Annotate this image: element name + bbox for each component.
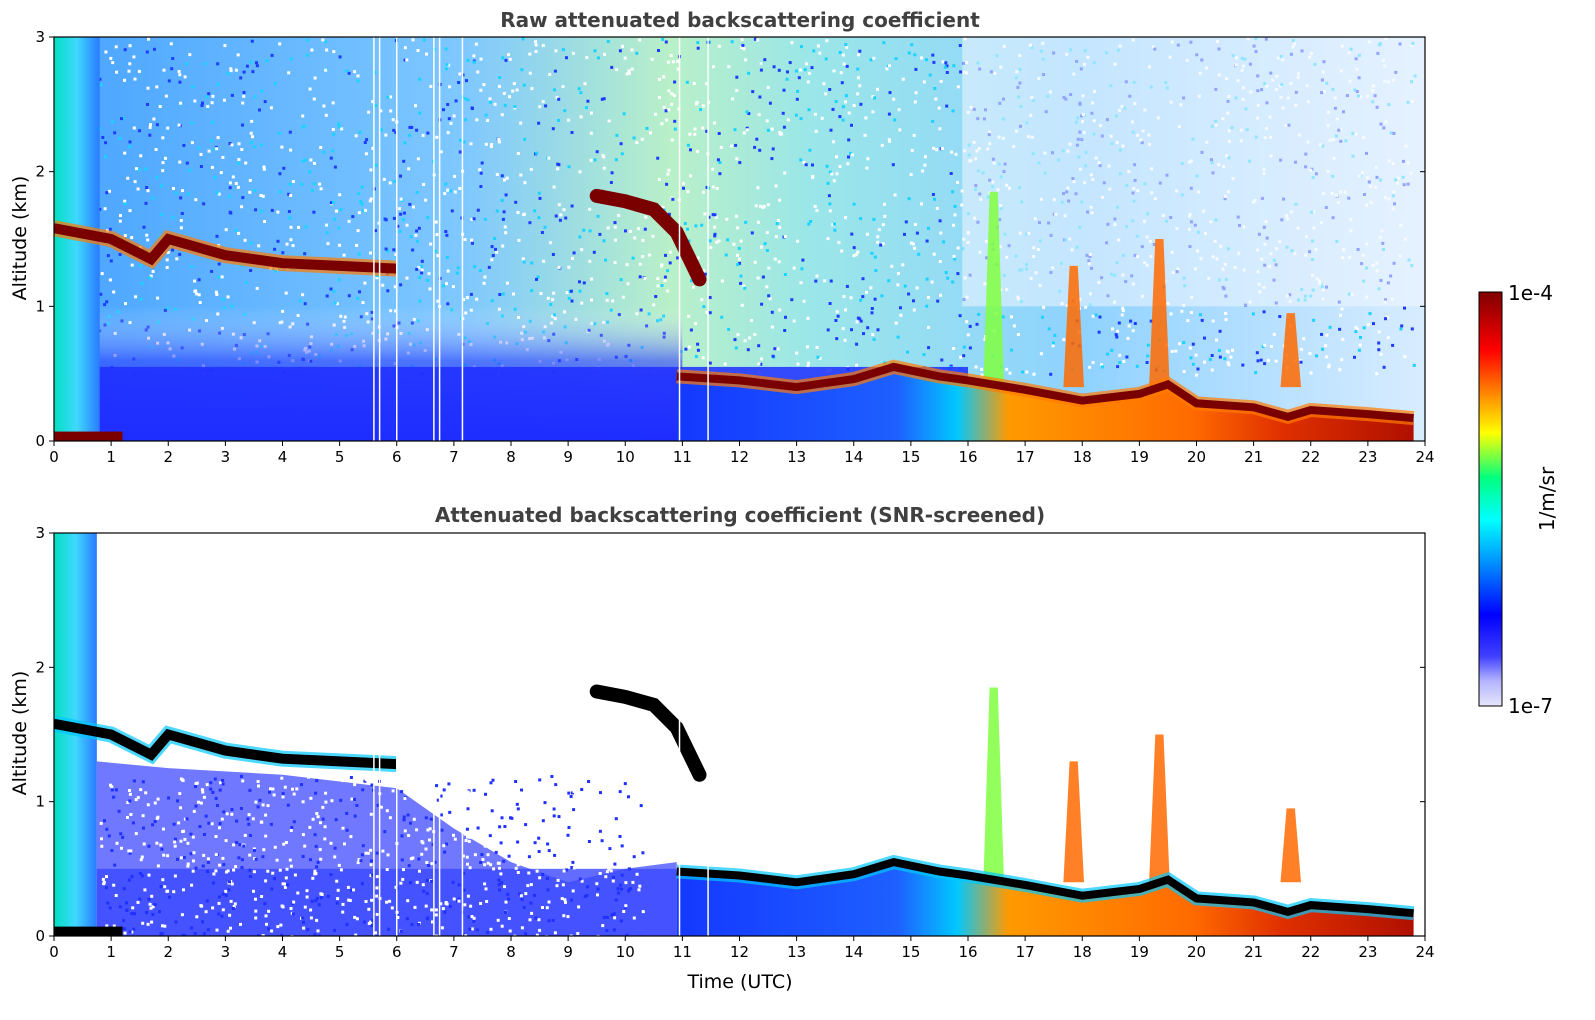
y-tick-label: 0	[35, 927, 45, 945]
x-tick-label: 6	[392, 448, 402, 466]
x-tick-label: 16	[958, 448, 977, 466]
x-tick-label: 10	[616, 448, 635, 466]
convective-plume	[983, 191, 1004, 388]
y-tick-label: 1	[35, 297, 45, 315]
x-tick-label: 19	[1130, 943, 1149, 961]
field-layers	[54, 533, 1425, 936]
convective-plume	[1280, 313, 1301, 388]
colorbar: 1e-4 1e-7 1/m/sr	[1478, 281, 1559, 718]
x-tick-label: 15	[901, 943, 920, 961]
x-tick-label: 11	[673, 448, 692, 466]
convective-plume	[1149, 734, 1170, 883]
elevated-cloud	[589, 684, 707, 782]
mixed-layer	[676, 366, 1414, 441]
x-tick-label: 14	[844, 943, 863, 961]
x-tick-label: 21	[1244, 943, 1263, 961]
chart-title: Attenuated backscattering coefficient (S…	[435, 503, 1045, 527]
x-tick-label: 14	[844, 448, 863, 466]
axes: 0 1 2 3 4 5 6 7 8 9 10 11 12 13 14 15 16 17 18 19 20 21 22 23 24…	[35, 28, 1434, 466]
y-tick-label: 2	[35, 658, 45, 676]
x-tick-label: 19	[1130, 448, 1149, 466]
y-axis-label: Altitude (km)	[9, 671, 31, 796]
x-tick-label: 1	[106, 943, 116, 961]
field-layers	[54, 37, 1425, 441]
x-tick-label: 15	[901, 448, 920, 466]
residual-layer-top	[54, 223, 398, 274]
snr-screened-backscatter-panel: Attenuated backscattering coefficient (S…	[9, 503, 1435, 993]
x-tick-label: 18	[1073, 943, 1092, 961]
x-tick-label: 0	[49, 943, 59, 961]
x-tick-label: 9	[563, 448, 573, 466]
backscatter-field	[54, 533, 1425, 936]
y-tick-label: 0	[35, 432, 45, 450]
x-tick-label: 24	[1415, 943, 1434, 961]
x-tick-label: 2	[163, 448, 173, 466]
x-tick-label: 8	[506, 943, 516, 961]
x-tick-label: 8	[506, 448, 516, 466]
clear-sky-region	[962, 37, 1425, 307]
x-tick-label: 4	[278, 448, 288, 466]
x-tick-label: 3	[221, 448, 231, 466]
y-tick-label: 1	[35, 793, 45, 811]
boundary-layer-top	[676, 857, 1414, 918]
chart-title: Raw attenuated backscattering coefficien…	[500, 8, 980, 32]
x-tick-label: 12	[730, 448, 749, 466]
x-tick-label: 11	[673, 943, 692, 961]
y-tick-label: 2	[35, 163, 45, 181]
x-axis-label: Time (UTC)	[686, 971, 792, 993]
x-tick-label: 7	[449, 943, 459, 961]
x-tick-label: 9	[563, 943, 573, 961]
mixed-layer	[676, 862, 1414, 936]
x-tick-label: 21	[1244, 448, 1263, 466]
x-tick-label: 10	[616, 943, 635, 961]
raw-backscatter-panel: Raw attenuated backscattering coefficien…	[9, 8, 1435, 466]
x-tick-label: 12	[730, 943, 749, 961]
x-tick-label: 13	[787, 943, 806, 961]
x-tick-label: 4	[278, 943, 288, 961]
convective-plume	[1280, 808, 1301, 883]
y-tick-label: 3	[35, 524, 45, 542]
x-tick-label: 23	[1358, 943, 1377, 961]
surface-layer	[54, 926, 123, 936]
x-tick-label: 3	[221, 943, 231, 961]
x-tick-label: 6	[392, 943, 402, 961]
x-tick-label: 17	[1016, 448, 1035, 466]
x-tick-label: 13	[787, 448, 806, 466]
axes: 0 1 2 3 4 5 6 7 8 9 10 11 12 13 14 15 16 17 18 19 20 21 22 23 24…	[35, 524, 1434, 961]
colorbar-gradient	[1478, 291, 1503, 707]
convective-plume	[1149, 239, 1170, 388]
y-tick-label: 3	[35, 28, 45, 46]
boundary-layer-top	[676, 362, 1414, 423]
x-tick-label: 5	[335, 943, 345, 961]
x-tick-label: 22	[1301, 943, 1320, 961]
x-tick-label: 7	[449, 448, 459, 466]
convective-plume	[1063, 761, 1084, 883]
surface-layer	[54, 431, 123, 441]
colorbar-unit-label: 1/m/sr	[1535, 466, 1559, 531]
elevated-cloud	[589, 188, 707, 287]
y-axis-label: Altitude (km)	[9, 176, 31, 301]
x-tick-label: 5	[335, 448, 345, 466]
x-tick-label: 0	[49, 448, 59, 466]
x-tick-label: 17	[1016, 943, 1035, 961]
colorbar-max-label: 1e-4	[1508, 281, 1553, 305]
x-tick-label: 22	[1301, 448, 1320, 466]
x-tick-label: 20	[1187, 943, 1206, 961]
residual-layer-top	[54, 718, 398, 770]
x-tick-label: 2	[163, 943, 173, 961]
convective-plume	[1063, 265, 1084, 388]
convective-plume	[983, 687, 1004, 883]
x-tick-label: 16	[958, 943, 977, 961]
x-tick-label: 23	[1358, 448, 1377, 466]
x-tick-label: 24	[1415, 448, 1434, 466]
x-tick-label: 18	[1073, 448, 1092, 466]
colorbar-min-label: 1e-7	[1508, 694, 1553, 718]
x-tick-label: 20	[1187, 448, 1206, 466]
x-tick-label: 1	[106, 448, 116, 466]
backscatter-field	[54, 37, 1425, 441]
